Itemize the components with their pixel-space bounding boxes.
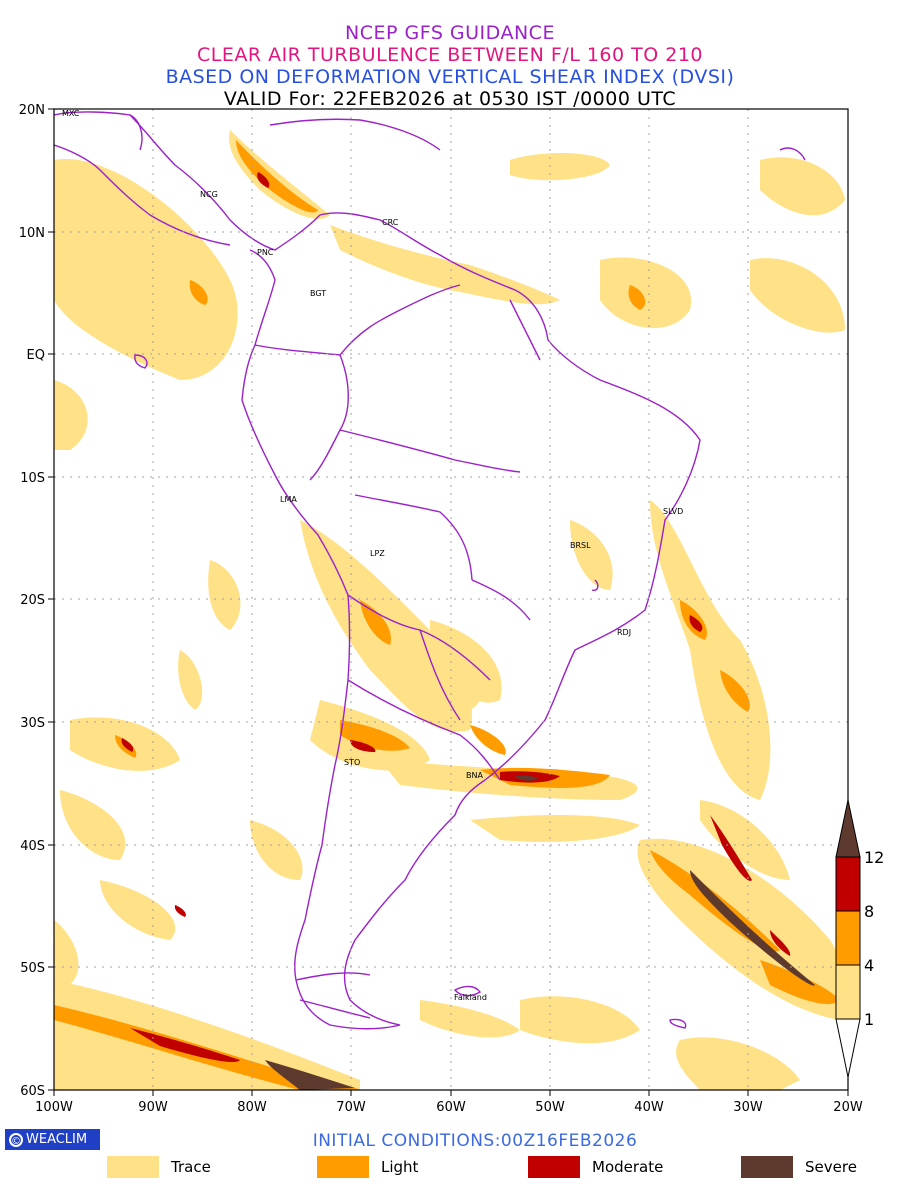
copyright-icon: © (9, 1132, 23, 1147)
colorbar-moderate (835, 856, 861, 912)
colorbar-tick: 8 (864, 902, 874, 921)
lon-label: 20W (833, 1100, 863, 1115)
city-label-pnc: PNC (257, 248, 274, 257)
city-label-rdj: RDJ (617, 628, 631, 637)
trace-areas (54, 130, 845, 1090)
lat-label: 40S (20, 839, 45, 854)
colorbar-light (835, 910, 861, 966)
weaclim-logo-text: WEACLIM (26, 1132, 88, 1147)
city-label-mxc: MXC (62, 109, 80, 118)
city-label-bgt: BGT (310, 289, 326, 298)
title-line-2: CLEAR AIR TURBULENCE BETWEEN F/L 160 TO … (196, 44, 704, 66)
graticule (54, 109, 848, 1090)
lat-label: EQ (27, 348, 45, 363)
legend-swatch-severe (741, 1156, 793, 1178)
lat-label: 20N (19, 103, 45, 118)
legend-label-severe: Severe (805, 1158, 857, 1176)
weaclim-logo: © WEACLIM (5, 1129, 100, 1150)
legend-label-light: Light (381, 1158, 419, 1176)
longitude-labels: 100W 90W 80W 70W 60W 50W 40W 30W 20W (35, 1100, 863, 1115)
legend-trace: Trace (107, 1156, 211, 1178)
legend-swatch-trace (107, 1156, 159, 1178)
lon-label: 70W (336, 1100, 366, 1115)
colorbar-trace (835, 964, 861, 1020)
lat-label: 30S (20, 716, 45, 731)
city-label-ncg: NCG (200, 190, 218, 199)
legend-label-moderate: Moderate (592, 1158, 664, 1176)
city-label-bna: BNA (466, 771, 483, 780)
colorbar-severe (835, 799, 861, 858)
title-line-3: BASED ON DEFORMATION VERTICAL SHEAR INDE… (165, 66, 735, 88)
city-label-lpz: LPZ (370, 549, 385, 558)
colorbar-below (835, 1018, 861, 1078)
colorbar-tick: 1 (864, 1010, 874, 1029)
colorbar-tick: 4 (864, 956, 874, 975)
city-label-falkland: Falkland (454, 993, 487, 1002)
severe-areas (265, 775, 815, 1090)
colorbar (835, 799, 861, 1078)
axis-ticks (48, 108, 849, 1096)
city-labels: MXC NCG CRC PNC BGT LMA SLVD BRSL LPZ RD… (62, 109, 683, 1002)
lon-label: 40W (634, 1100, 664, 1115)
legend-label-trace: Trace (171, 1158, 211, 1176)
legend-light: Light (317, 1156, 418, 1178)
lat-label: 20S (20, 593, 45, 608)
city-label-lma: LMA (280, 495, 297, 504)
moderate-areas (121, 172, 791, 1063)
legend-moderate: Moderate (528, 1156, 663, 1178)
valid-time: VALID For: 22FEB2026 at 0530 IST /0000 U… (223, 88, 677, 110)
legend-swatch-light (317, 1156, 369, 1178)
legend-severe: Severe (741, 1156, 857, 1178)
city-label-brsl: BRSL (570, 541, 591, 550)
lon-label: 80W (237, 1100, 267, 1115)
city-label-slvd: SLVD (663, 507, 683, 516)
lat-label: 10N (19, 226, 45, 241)
legend-swatch-moderate (528, 1156, 580, 1178)
lat-label: 60S (20, 1084, 45, 1099)
lon-label: 50W (535, 1100, 565, 1115)
title-line-1: NCEP GFS GUIDANCE (345, 22, 555, 44)
lat-label: 50S (20, 961, 45, 976)
lon-label: 30W (733, 1100, 763, 1115)
latitude-labels: 20N 10N EQ 10S 20S 30S 40S 50S 60S (19, 103, 45, 1099)
lon-label: 90W (138, 1100, 168, 1115)
initial-conditions: INITIAL CONDITIONS:00Z16FEB2026 (312, 1131, 638, 1151)
lat-label: 10S (20, 471, 45, 486)
colorbar-tick: 12 (864, 848, 884, 867)
coastlines-and-borders (54, 111, 806, 1030)
city-label-crc: CRC (382, 218, 399, 227)
city-label-sto: STO (344, 758, 360, 767)
lon-label: 60W (436, 1100, 466, 1115)
lon-label: 100W (35, 1100, 73, 1115)
colorbar-ticks: 12 8 4 1 (864, 848, 884, 1029)
